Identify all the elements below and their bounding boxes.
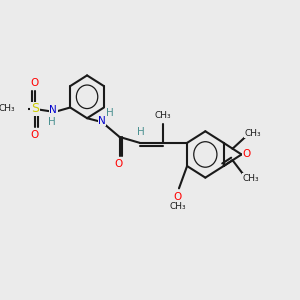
- Text: CH₃: CH₃: [0, 104, 15, 113]
- Text: N: N: [98, 116, 106, 126]
- Text: N: N: [49, 106, 57, 116]
- Text: S: S: [31, 103, 39, 116]
- Text: H: H: [137, 128, 145, 137]
- Text: CH₃: CH₃: [242, 174, 259, 183]
- Text: CH₃: CH₃: [169, 202, 186, 211]
- Text: H: H: [106, 108, 113, 118]
- Text: O: O: [242, 149, 250, 160]
- Text: O: O: [30, 130, 39, 140]
- Text: CH₃: CH₃: [244, 129, 261, 138]
- Text: O: O: [30, 78, 39, 88]
- Text: H: H: [48, 117, 56, 128]
- Text: O: O: [115, 159, 123, 169]
- Text: O: O: [173, 192, 182, 202]
- Text: CH₃: CH₃: [154, 111, 171, 120]
